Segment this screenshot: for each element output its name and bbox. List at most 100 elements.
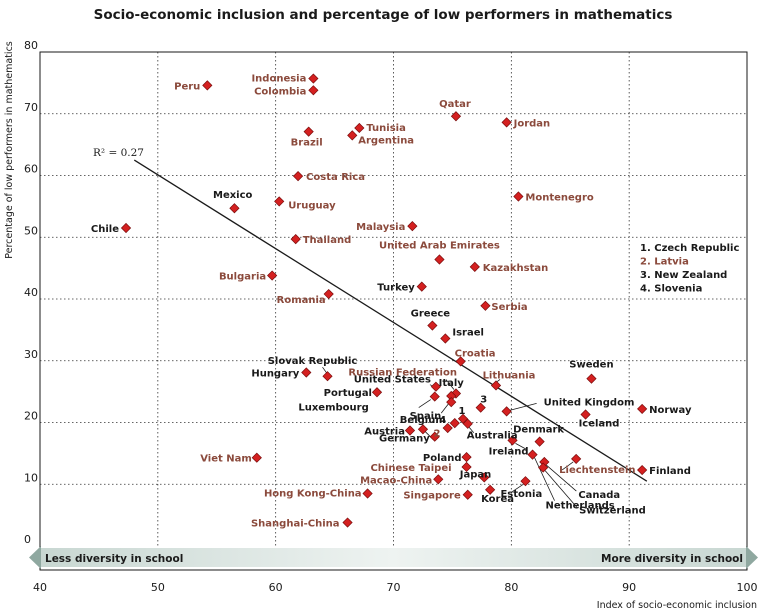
- label-bulgaria: Bulgaria: [219, 272, 266, 283]
- label-spain: Spain: [410, 411, 442, 422]
- notes-legend: 1. Czech Republic 2. Latvia 3. New Zealand…: [640, 243, 739, 295]
- point-greece: [427, 320, 438, 331]
- note-4: 4. Slovenia: [640, 284, 702, 295]
- point-portugal: [371, 387, 383, 398]
- point-slovak-republic: [322, 371, 333, 382]
- point-germany: [429, 431, 440, 442]
- label-serbia: Serbia: [491, 302, 527, 313]
- label-singapore: Singapore: [403, 491, 461, 502]
- point-3: [475, 402, 486, 413]
- leader-netherlands: [534, 457, 555, 501]
- label-4: 4: [439, 415, 446, 426]
- point-norway: [637, 403, 648, 415]
- point-chinese-taipei: [461, 461, 472, 473]
- point-malaysia: [407, 221, 418, 232]
- note-3: 3. New Zealand: [640, 270, 727, 281]
- point-australia: [462, 418, 473, 429]
- label-switzerland: Switzerland: [579, 506, 646, 517]
- label-costa-rica: Costa Rica: [306, 172, 365, 183]
- x-tick-label-60: 60: [269, 581, 283, 594]
- label-turkey: Turkey: [377, 283, 415, 294]
- label-1: 1: [459, 406, 466, 417]
- point-colombia: [308, 85, 319, 96]
- point-mexico: [229, 203, 240, 214]
- label-greece: Greece: [411, 309, 451, 320]
- point-turkey: [416, 281, 427, 292]
- point-spain: [446, 397, 457, 408]
- x-tick-label-40: 40: [33, 581, 47, 594]
- point-israel: [440, 333, 451, 344]
- label-belgium: Belgium: [400, 415, 446, 426]
- label-korea: Korea: [481, 494, 514, 505]
- y-tick-label-20: 20: [24, 410, 38, 423]
- point-poland: [461, 451, 472, 463]
- label-iceland: Iceland: [579, 418, 620, 429]
- point-indonesia: [308, 73, 319, 84]
- point-iceland: [580, 409, 591, 420]
- y-tick-label-30: 30: [24, 348, 38, 361]
- label-mexico: Mexico: [213, 190, 253, 201]
- label-romania: Romania: [277, 295, 326, 306]
- leader-lines: [322, 366, 578, 508]
- label-canada: Canada: [578, 490, 620, 501]
- point-serbia: [480, 300, 491, 311]
- label-russian-federation: Russian Federation: [348, 367, 457, 378]
- point-lithuania: [490, 380, 502, 391]
- y-axis-label: Percentage of low performers in mathemat…: [4, 41, 15, 259]
- point-argentina: [347, 130, 358, 141]
- label-colombia: Colombia: [254, 86, 306, 97]
- point-viet-nam: [251, 452, 262, 463]
- point-tunisia: [354, 122, 365, 134]
- label-portugal: Portugal: [324, 388, 372, 399]
- point-united-arab-emirates: [434, 254, 445, 265]
- label-united-arab-emirates: United Arab Emirates: [379, 240, 500, 251]
- point-finland: [637, 464, 648, 476]
- x-tick-label-80: 80: [504, 581, 518, 594]
- label-2: 2: [433, 428, 440, 439]
- label-japan: Japan: [459, 469, 492, 480]
- point-shanghai-china: [342, 517, 353, 528]
- label-peru: Peru: [174, 81, 200, 92]
- point-hong-kong-china: [362, 488, 373, 499]
- r-squared-label: R² = 0.27: [93, 147, 144, 159]
- label-slovak-republic: Slovak Republic: [268, 356, 358, 367]
- band-left-arrow: [29, 546, 41, 569]
- point-macao-china: [433, 474, 444, 485]
- note-1: 1. Czech Republic: [640, 243, 739, 254]
- label-norway: Norway: [649, 405, 692, 416]
- label-montenegro: Montenegro: [525, 192, 593, 203]
- point-costa-rica: [292, 171, 304, 182]
- label-finland: Finland: [649, 466, 691, 477]
- x-tick-label-90: 90: [622, 581, 636, 594]
- label-ireland: Ireland: [489, 446, 529, 457]
- point-4: [442, 422, 453, 434]
- x-tick-label-70: 70: [387, 581, 401, 594]
- leader-spain: [440, 403, 449, 414]
- point-uruguay: [274, 196, 285, 207]
- note-2: 2. Latvia: [640, 257, 689, 268]
- label-indonesia: Indonesia: [251, 74, 306, 85]
- label-poland: Poland: [423, 453, 462, 464]
- plot-frame: [39, 51, 748, 571]
- leader-liechtenstein: [561, 461, 574, 471]
- label-hungary: Hungary: [251, 368, 299, 379]
- leader-russian-federation: [445, 379, 455, 390]
- data-points: [120, 73, 648, 528]
- x-tick-label-50: 50: [151, 581, 165, 594]
- band-left-label: Less diversity in school: [45, 553, 183, 565]
- leader-estonia: [511, 483, 524, 493]
- leader-canada: [546, 464, 577, 492]
- diversity-band-fill: [40, 548, 747, 567]
- label-viet-nam: Viet Nam: [200, 454, 252, 465]
- leader-switzerland: [544, 470, 578, 508]
- label-estonia: Estonia: [500, 489, 542, 500]
- label-austria: Austria: [364, 427, 405, 438]
- label-liechtenstein: Liechtenstein: [559, 465, 635, 476]
- point-netherlands: [527, 449, 538, 460]
- y-tick-label-70: 70: [24, 101, 38, 114]
- label-kazakhstan: Kazakhstan: [483, 263, 548, 274]
- point-kazakhstan: [469, 261, 480, 272]
- y-tick-label-60: 60: [24, 163, 38, 176]
- label-shanghai-china: Shanghai-China: [251, 519, 340, 530]
